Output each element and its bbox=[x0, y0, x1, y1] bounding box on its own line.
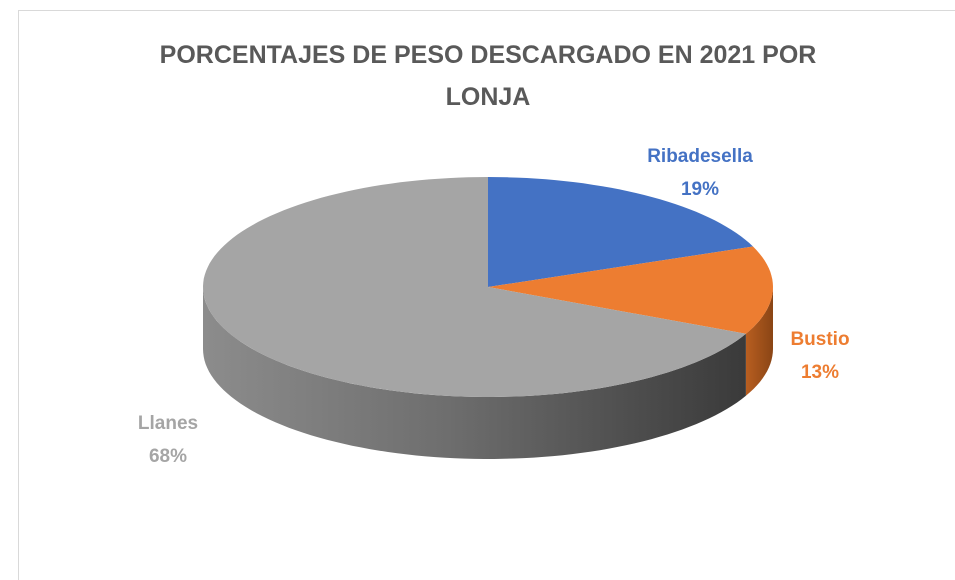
chart-border bbox=[18, 10, 955, 580]
slice-side bbox=[745, 287, 773, 396]
slice-label: Bustio bbox=[790, 329, 849, 350]
slice-value-label: 68% bbox=[149, 446, 187, 467]
chart-title: PORCENTAJES DE PESO DESCARGADO EN 2021 P… bbox=[159, 41, 817, 111]
slice bbox=[488, 246, 773, 334]
slice bbox=[203, 177, 746, 397]
slice-label: Llanes bbox=[138, 413, 198, 434]
slice bbox=[488, 177, 753, 287]
slice-value-label: 13% bbox=[801, 362, 839, 383]
slice-side bbox=[203, 287, 746, 459]
slice-value-label: 19% bbox=[681, 179, 719, 200]
slice-label: Ribadesella bbox=[647, 146, 753, 167]
